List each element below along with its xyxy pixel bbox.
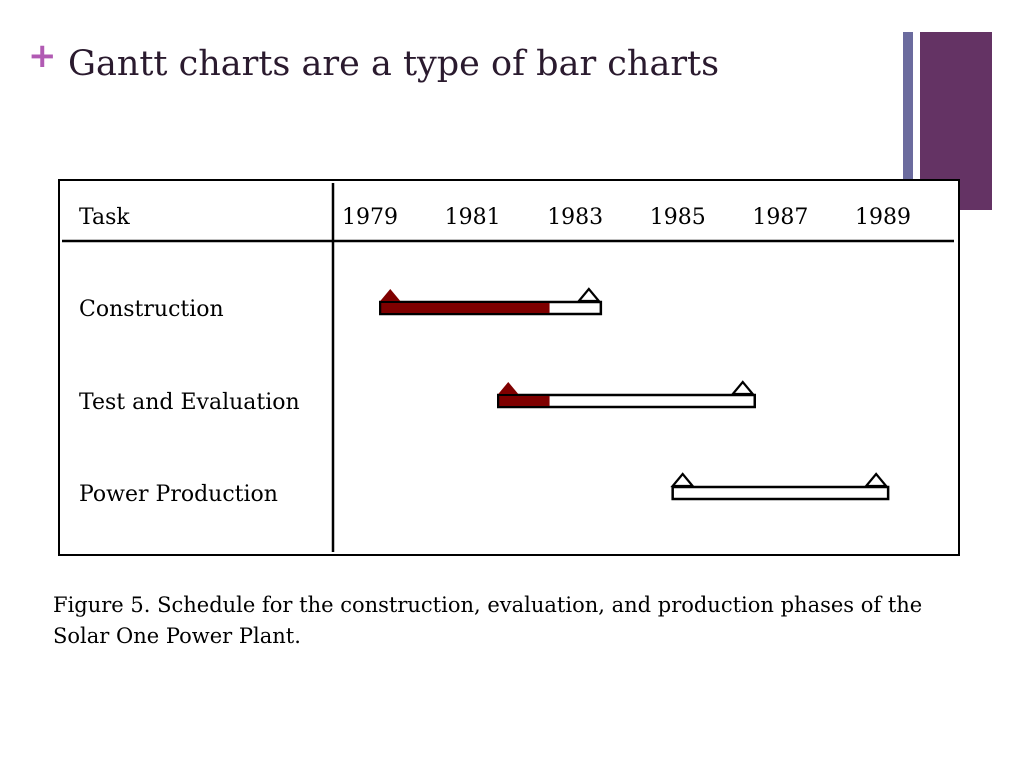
figure-caption: Figure 5. Schedule for the construction,… bbox=[53, 593, 923, 648]
end-milestone-marker bbox=[730, 380, 756, 396]
task-bar bbox=[671, 485, 890, 501]
year-tick-label: 1989 bbox=[855, 205, 911, 230]
task-progress-fill bbox=[499, 396, 550, 406]
end-milestone-marker bbox=[576, 287, 602, 303]
year-tick-label: 1985 bbox=[650, 205, 706, 230]
year-tick-label: 1981 bbox=[445, 205, 501, 230]
task-bar bbox=[497, 393, 756, 409]
task-label: Test and Evaluation bbox=[79, 390, 300, 415]
start-milestone-marker bbox=[380, 289, 401, 301]
year-tick-label: 1987 bbox=[752, 205, 808, 230]
year-tick-label: 1983 bbox=[547, 205, 603, 230]
slide-title: Gantt charts are a type of bar charts bbox=[68, 44, 720, 84]
accent-bar-thin bbox=[903, 32, 913, 210]
task-column-header: Task bbox=[79, 205, 130, 230]
task-progress-fill bbox=[381, 303, 550, 313]
bullet-plus-icon: + bbox=[28, 36, 57, 76]
task-label: Power Production bbox=[79, 482, 278, 507]
year-tick-label: 1979 bbox=[342, 205, 398, 230]
start-milestone-marker bbox=[670, 472, 696, 488]
end-milestone-marker bbox=[863, 472, 889, 488]
task-label: Construction bbox=[79, 297, 224, 322]
start-milestone-marker bbox=[498, 382, 519, 394]
